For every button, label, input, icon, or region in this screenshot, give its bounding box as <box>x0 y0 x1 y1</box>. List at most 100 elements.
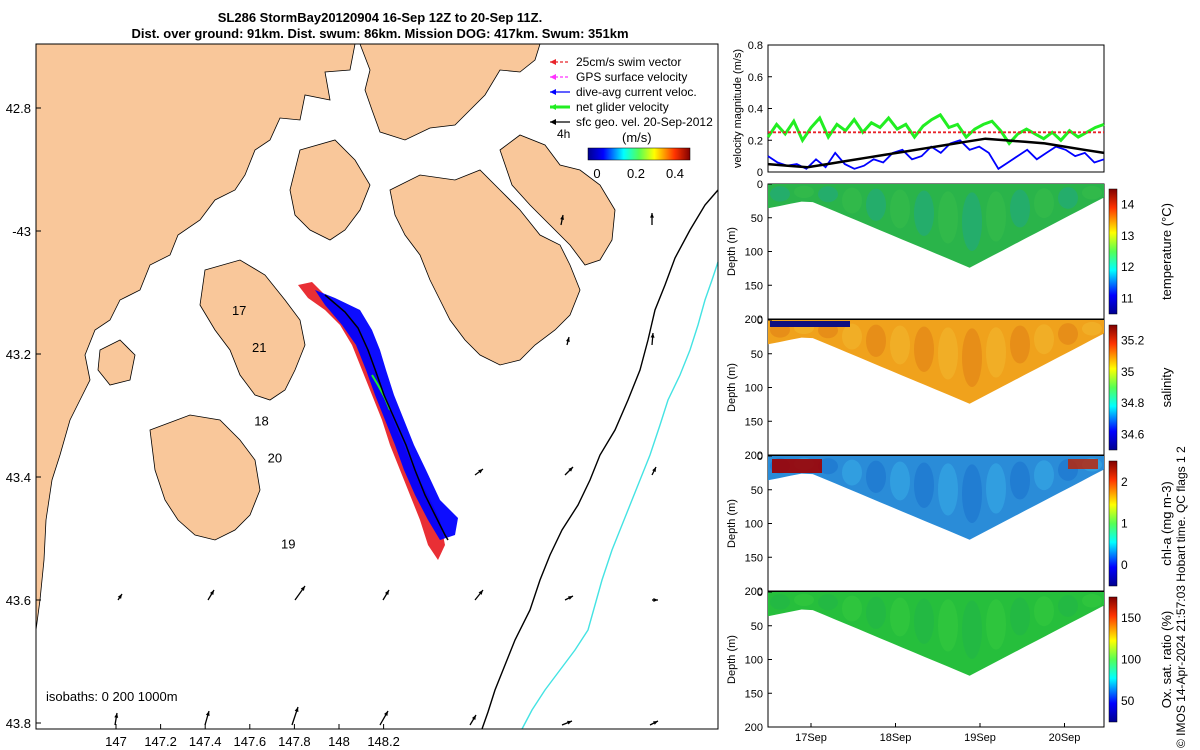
section-panel-1: 0 50 100 150 200 Depth (m) 11 12 13 14 temperature… <box>726 179 1174 326</box>
land-small-island <box>97 339 136 386</box>
section-panel-2: 0 50 100 150 200 Depth (m) 34.6 34.8 35 35.2 salin… <box>726 315 1174 462</box>
land-tasmania-west <box>36 44 356 631</box>
section-ytick-label: 150 <box>745 688 763 700</box>
land-forestier <box>389 169 581 366</box>
section-texture <box>866 460 886 493</box>
colorbar-gradient <box>587 147 691 161</box>
map-xtick-label: 147 <box>105 734 127 749</box>
section-texture <box>866 596 886 629</box>
land-peninsula-upper <box>289 139 371 241</box>
section-texture <box>1058 187 1078 209</box>
vel-series-geo <box>767 137 1105 169</box>
track-day-labels: 17 21 18 20 19 <box>232 303 296 552</box>
section-texture <box>1082 593 1102 608</box>
section-cbar-label: temperature (°C) <box>1159 203 1174 300</box>
section-texture <box>938 599 958 652</box>
land-north-east <box>359 44 541 141</box>
geo-arrowhead <box>568 596 573 600</box>
isobaths-legend-text: isobaths: 0 200 1000m <box>46 689 178 704</box>
legend-arrowhead-swim <box>550 59 556 65</box>
section-texture <box>986 327 1006 378</box>
section-texture <box>962 192 982 251</box>
geo-arrowhead <box>650 213 654 218</box>
land-bruny <box>149 414 261 541</box>
section-ytick-label: 50 <box>751 349 763 361</box>
section-cbar-tick-label: 11 <box>1121 291 1134 305</box>
map-ytick-label: 43.4 <box>6 470 31 485</box>
section-texture <box>818 458 838 475</box>
legend-label-gps: GPS surface velocity <box>576 70 687 84</box>
section-texture <box>818 594 838 611</box>
section-texture <box>1010 189 1030 228</box>
section-texture <box>842 595 862 622</box>
colorbar-ticks: 0 0.2 0.4 <box>593 166 684 181</box>
vel-ytick-label: 0.6 <box>748 72 763 84</box>
section-cbar-tick-label: 35 <box>1121 365 1135 379</box>
glider-path-line <box>324 294 449 541</box>
chart-title-line1: SL286 StormBay20120904 16-Sep 12Z to 20-… <box>217 10 543 25</box>
section-texture <box>914 598 934 644</box>
salinity-surface-low <box>770 321 850 327</box>
section-cbar-tick-label: 34.8 <box>1121 396 1145 410</box>
swim-vector-band <box>298 282 445 560</box>
section-cbar-tick-label: 100 <box>1121 653 1141 667</box>
section-ytick-label: 50 <box>751 213 763 225</box>
geo-arrowhead <box>568 467 573 472</box>
section-texture <box>890 597 910 637</box>
velocity-axes-box <box>767 44 1105 173</box>
section-texture <box>794 185 814 199</box>
section-colorbar <box>1108 596 1118 723</box>
velocity-panel: 0 0.2 0.4 0.6 0.8 velocity magnitude (m/s) <box>732 40 1105 179</box>
section-texture <box>914 462 934 508</box>
section-data-fill <box>768 456 1104 540</box>
section-ylabel: Depth (m) <box>726 499 738 548</box>
section-texture <box>794 593 814 607</box>
section-texture <box>842 459 862 486</box>
section-ytick-label: 200 <box>745 314 763 326</box>
legend-arrowhead-dive <box>550 89 556 95</box>
colorbar-tick-label: 0.4 <box>666 166 684 181</box>
section-texture <box>1058 323 1078 345</box>
legend-label-net: net glider velocity <box>576 100 669 114</box>
section-ytick-label: 0 <box>757 315 763 327</box>
track-day-label: 18 <box>254 414 268 429</box>
land-masses <box>36 44 616 631</box>
section-texture <box>890 325 910 365</box>
legend-label-swim: 25cm/s swim vector <box>576 55 681 69</box>
geo-arrowhead <box>205 711 210 716</box>
chart-title-line2: Dist. over ground: 91km. Dist. swum: 86k… <box>131 26 629 41</box>
vel-ytick-label: 0.4 <box>748 104 763 116</box>
section-texture <box>914 326 934 372</box>
colorbar-tick-label: 0 <box>593 166 600 181</box>
land-east-coast <box>499 134 616 266</box>
section-cbar-tick-label: 0 <box>1121 558 1128 572</box>
section-ytick-label: 200 <box>745 586 763 598</box>
section-texture <box>890 189 910 229</box>
geo-arrowhead <box>652 467 656 472</box>
section-ytick-label: 100 <box>745 655 763 667</box>
section-texture <box>1082 321 1102 336</box>
vel-ytick-label: 0 <box>757 167 763 179</box>
section-ytick-label: 100 <box>745 519 763 531</box>
geo-arrowhead <box>114 713 119 718</box>
section-ytick-label: 100 <box>745 383 763 395</box>
geo-arrowhead <box>653 598 658 602</box>
section-cbar-label: Ox. sat. ratio (%) <box>1159 611 1174 709</box>
section-ylabel: Depth (m) <box>726 363 738 412</box>
section-cbar-tick-label: 12 <box>1121 260 1135 274</box>
map-xtick-label: 147.4 <box>189 734 222 749</box>
geo-arrowhead <box>300 586 305 591</box>
chl-surface-high <box>772 459 822 473</box>
section-ytick-label: 150 <box>745 552 763 564</box>
section-texture <box>1034 596 1054 627</box>
section-colorbar <box>1108 324 1118 451</box>
geo-arrowhead <box>209 590 214 595</box>
geo-arrowhead <box>650 333 655 338</box>
track-day-label: 20 <box>268 451 282 466</box>
geo-arrowhead <box>565 337 570 342</box>
section-texture <box>938 191 958 244</box>
map-axes: 147 147.2 147.4 147.6 147.8 148 148.2 42.8 -43 43… <box>6 101 400 749</box>
section-texture <box>962 328 982 387</box>
